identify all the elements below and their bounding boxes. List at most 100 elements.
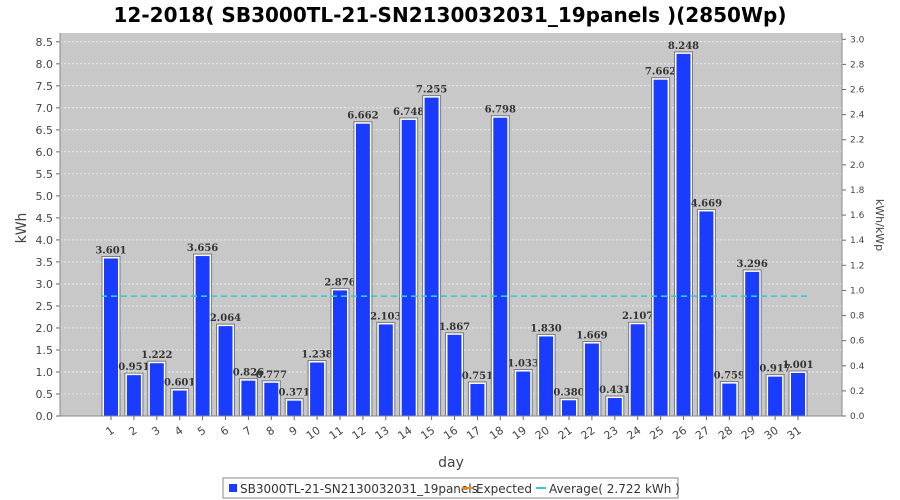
bar	[195, 256, 210, 416]
bar-value-label: 3.601	[95, 245, 126, 256]
x-tick-label: 4	[172, 424, 185, 439]
y2-tick-label: 2.6	[850, 86, 865, 96]
y-tick-label: 0.5	[36, 388, 54, 401]
bar-value-label: 7.255	[416, 85, 447, 96]
y-tick-label: 6.0	[36, 146, 54, 159]
y-axis-label: kWh	[14, 213, 30, 244]
bar-value-label: 2.103	[370, 311, 401, 322]
x-tick-label: 10	[304, 424, 323, 443]
bar-value-label: 6.748	[393, 107, 424, 118]
y-tick-label: 1.5	[36, 344, 54, 357]
bar-value-label: 2.064	[210, 313, 241, 324]
bar	[355, 123, 370, 417]
y-tick-label: 3.5	[36, 256, 54, 269]
bar-value-label: 0.601	[164, 378, 195, 389]
x-axis: 1 2 3 4 5 6 7 8 9 10 11 12 13 14 15 16 17 18 19 20 21 22 23 24 2…	[60, 415, 842, 443]
y2-tick-label: 1.0	[850, 286, 865, 296]
bar-value-label: 1.867	[439, 322, 470, 333]
chart-title: 12-2018( SB3000TL-21-SN2130032031_19pane…	[114, 3, 787, 27]
bar-value-label: 1.222	[141, 350, 172, 361]
bar	[607, 398, 622, 416]
bar	[126, 375, 141, 416]
x-tick-label: 8	[264, 424, 277, 439]
y-axis-right: 0.0 0.2 0.4 0.6 0.8 1.0 1.2 1.4 1.6 1.8 2.0 2.2 2.4 2…	[841, 33, 865, 422]
y2-tick-label: 1.8	[850, 186, 865, 196]
legend-item-expected: Expected	[476, 482, 532, 496]
bar-value-label: 3.296	[737, 259, 768, 270]
x-tick-label: 26	[670, 424, 689, 443]
y-tick-label: 8.0	[36, 58, 54, 71]
bar-value-label: 2.876	[324, 277, 355, 288]
x-tick-label: 2	[126, 424, 139, 439]
bar-value-label: 6.798	[485, 105, 516, 116]
y-tick-label: 5.0	[36, 190, 54, 203]
x-tick-label: 1	[104, 424, 117, 439]
y-tick-label: 5.5	[36, 168, 54, 181]
bar	[401, 119, 416, 417]
x-tick-label: 23	[602, 424, 621, 443]
y2-axis-label: kWh/kWp	[873, 199, 886, 251]
bar	[287, 400, 302, 416]
x-tick-label: 16	[441, 424, 460, 443]
bar-value-label: 3.656	[187, 243, 218, 254]
bar	[172, 390, 187, 416]
bar-value-label: 0.431	[599, 385, 630, 396]
x-tick-label: 11	[327, 424, 346, 443]
bar	[310, 362, 325, 416]
bar-value-label: 6.662	[347, 111, 378, 122]
bar-value-label: 1.033	[508, 359, 539, 370]
bar	[630, 324, 645, 416]
bar	[378, 324, 393, 416]
y2-tick-label: 0.2	[850, 387, 864, 397]
x-tick-label: 20	[533, 424, 552, 443]
x-axis-label: day	[438, 455, 464, 471]
y-tick-label: 2.0	[36, 322, 54, 335]
y-axis-left: 0.0 0.5 1.0 1.5 2.0 2.5 3.0 3.5 4.0 4.5 5.0 5.5 6.0 6…	[36, 33, 61, 423]
bar	[149, 363, 164, 416]
bar	[768, 376, 783, 416]
y-tick-label: 1.0	[36, 366, 54, 379]
bar	[584, 343, 599, 416]
y2-tick-label: 0.6	[850, 337, 865, 347]
x-tick-label: 24	[624, 424, 643, 443]
bar	[333, 290, 347, 416]
y2-tick-label: 0.4	[850, 362, 865, 372]
bar	[562, 400, 576, 416]
bar	[424, 97, 439, 416]
y2-tick-label: 2.8	[850, 60, 865, 70]
bar-value-label: 7.662	[645, 67, 676, 78]
y-tick-label: 4.5	[36, 212, 54, 225]
bar-value-label: 8.248	[668, 41, 699, 52]
x-tick-label: 14	[395, 424, 414, 443]
x-tick-label: 6	[218, 424, 231, 439]
y2-tick-label: 3.0	[850, 35, 865, 45]
x-tick-label: 15	[418, 424, 437, 443]
bar	[676, 53, 691, 417]
x-tick-label: 12	[350, 424, 369, 443]
bar-value-label: 1.669	[576, 331, 607, 342]
bar	[699, 211, 714, 416]
bar-value-label: 0.751	[462, 371, 493, 382]
bar-value-label: 2.107	[622, 311, 653, 322]
y2-tick-label: 2.2	[850, 136, 864, 146]
bar-value-label: 0.371	[279, 388, 310, 399]
x-tick-label: 21	[556, 424, 575, 443]
bar	[791, 372, 805, 416]
bar	[241, 380, 256, 416]
legend-box	[222, 477, 679, 499]
bar-value-label: 0.777	[256, 370, 287, 381]
bar	[516, 371, 531, 416]
x-tick-label: 13	[373, 424, 392, 443]
bar-value-label: 0.951	[118, 362, 149, 373]
y2-tick-label: 1.4	[850, 236, 865, 246]
y-tick-label: 4.0	[36, 234, 54, 247]
x-tick-label: 17	[464, 424, 483, 443]
bar	[264, 382, 279, 416]
x-tick-label: 5	[195, 424, 208, 439]
x-tick-label: 19	[510, 424, 529, 443]
x-tick-label: 22	[579, 424, 598, 443]
bar	[447, 334, 462, 416]
x-tick-label: 28	[716, 424, 735, 443]
x-tick-label: 7	[241, 424, 254, 439]
